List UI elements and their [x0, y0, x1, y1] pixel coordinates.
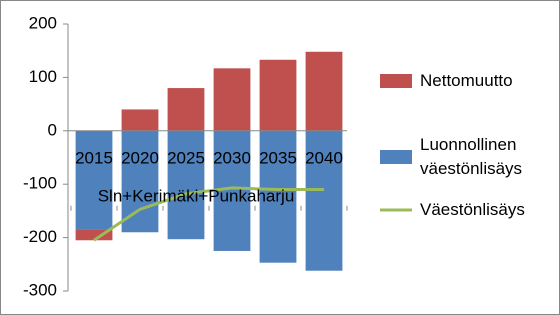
y-tick-label: 0 [48, 120, 57, 139]
bar [121, 109, 159, 131]
bar [75, 229, 113, 241]
y-tick-label: 200 [29, 13, 57, 32]
x-tick-label: 2015 [75, 148, 113, 167]
y-tick-label: 100 [29, 67, 57, 86]
y-tick-label: -100 [23, 174, 57, 193]
bar [305, 130, 343, 271]
bar [167, 130, 205, 240]
line [93, 186, 324, 242]
x-tick-label: 2025 [167, 148, 205, 167]
annotation: Sln+Kerimäki+Punkaharju [98, 186, 295, 205]
y-tick-label: -300 [23, 280, 57, 299]
bar [305, 51, 343, 131]
x-tick-label: 2040 [305, 148, 343, 167]
x-tick-label: 2030 [213, 148, 251, 167]
bar [213, 68, 251, 131]
legend-label: Nettomuutto [420, 71, 513, 90]
legend-label: Luonnollinen väestönlisäys [420, 135, 523, 178]
bar [121, 130, 159, 233]
legend-swatch [380, 150, 412, 164]
x-tick-label: 2020 [121, 148, 159, 167]
bar [259, 130, 297, 263]
bar [75, 130, 113, 230]
legend-label: Väestönlisäys [420, 200, 525, 219]
y-tick-label: -200 [23, 227, 57, 246]
bar [167, 88, 205, 131]
x-tick-label: 2035 [259, 148, 297, 167]
bar [259, 59, 297, 131]
legend-swatch [380, 74, 412, 88]
